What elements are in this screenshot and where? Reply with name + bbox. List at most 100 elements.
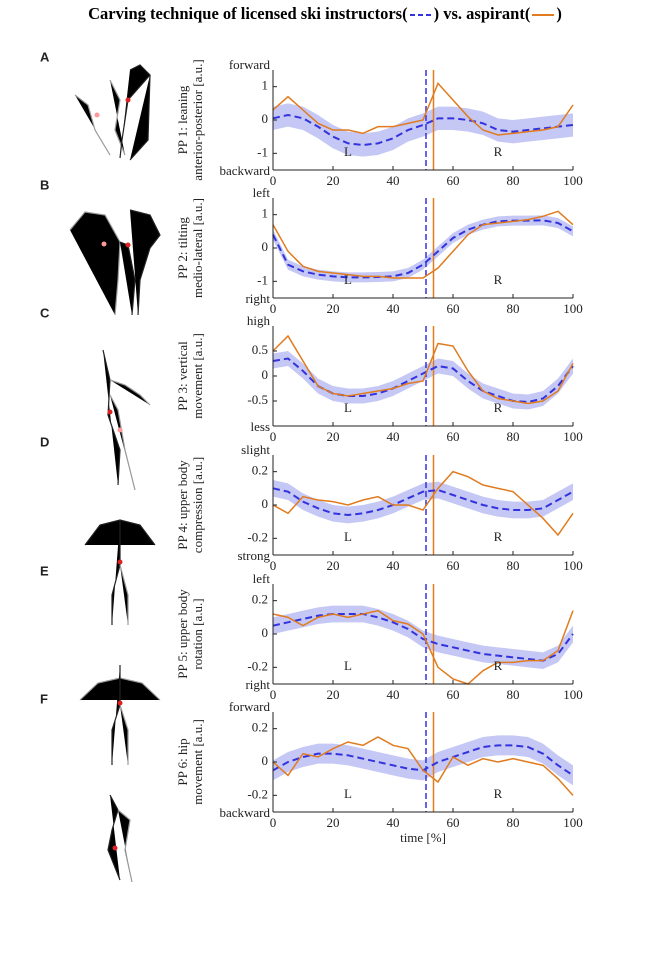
legend-swatch (409, 14, 432, 17)
y-axis-label: PP 5: upper body (175, 589, 190, 679)
phase-label: R (494, 658, 503, 673)
x-tick-label: 20 (327, 815, 340, 830)
panel-letter: B (40, 177, 49, 192)
std-band (273, 605, 573, 669)
y-top-label: forward (229, 699, 271, 714)
y-top-label: high (247, 313, 271, 328)
y-top-label: slight (241, 442, 270, 457)
x-tick-label: 20 (327, 173, 340, 188)
series-line (272, 210, 574, 279)
phase-label: R (494, 272, 503, 287)
stick-figure (69, 209, 161, 316)
y-bottom-label: less (251, 419, 271, 434)
phase-label: R (494, 400, 503, 415)
y-tick-label: 0.2 (252, 720, 268, 735)
x-tick-label: 0 (270, 301, 277, 316)
title-prefix: Carving technique of (88, 4, 237, 23)
y-tick-label: 0 (262, 111, 269, 126)
panel-letter: C (40, 305, 50, 320)
phase-label: L (344, 400, 352, 415)
stick-figures (69, 64, 161, 883)
y-bottom-label: right (245, 677, 270, 692)
panel-letter: D (40, 434, 49, 449)
x-tick-label: 60 (447, 815, 460, 830)
x-tick-label: 100 (563, 301, 583, 316)
y-tick-label: -0.5 (247, 392, 268, 407)
x-tick-label: 80 (507, 173, 520, 188)
x-tick-label: 20 (327, 687, 340, 702)
series-line (272, 81, 574, 136)
std-band (273, 480, 573, 524)
x-tick-label: 100 (563, 173, 583, 188)
series-line (272, 609, 574, 685)
paren: ( (524, 4, 531, 23)
y-top-label: left (253, 571, 271, 586)
x-tick-label: 60 (447, 173, 460, 188)
phase-label: R (494, 144, 503, 159)
x-tick-label: 60 (447, 558, 460, 573)
x-tick-label: 0 (270, 558, 277, 573)
x-tick-label: 20 (327, 558, 340, 573)
x-tick-label: 0 (270, 173, 277, 188)
y-bottom-label: backward (219, 805, 270, 820)
x-tick-label: 100 (563, 429, 583, 444)
phase-label: R (494, 786, 503, 801)
y-tick-label: -1 (257, 144, 268, 159)
y-tick-label: 0.2 (252, 463, 268, 478)
x-tick-label: 0 (270, 429, 277, 444)
stick-figure (74, 64, 151, 161)
x-tick-label: 20 (327, 301, 340, 316)
y-axis-label: PP 6: hip (175, 738, 190, 785)
y-axis-label: rotation [a.u.] (190, 598, 205, 669)
x-tick-label: 100 (563, 815, 583, 830)
stick-figure (79, 665, 161, 765)
y-axis-label: PP 3: vertical (175, 341, 190, 411)
x-tick-label: 40 (387, 687, 400, 702)
y-bottom-label: backward (219, 163, 270, 178)
std-band (273, 735, 573, 786)
y-top-label: left (253, 185, 271, 200)
y-axis-label: compression [a.u.] (190, 457, 205, 553)
series-line (272, 113, 574, 147)
stick-figure (102, 349, 151, 491)
x-tick-label: 40 (387, 429, 400, 444)
y-tick-label: 0 (262, 753, 269, 768)
y-tick-label: 0.2 (252, 592, 268, 607)
x-tick-label: 100 (563, 558, 583, 573)
y-axis-label: PP 2: tilting (175, 217, 190, 279)
y-top-label: forward (229, 57, 271, 72)
legend-name: licensed ski instructors (240, 4, 403, 23)
panel-letter: E (40, 563, 49, 578)
x-tick-label: 80 (507, 429, 520, 444)
y-bottom-label: strong (238, 548, 271, 563)
x-tick-label: 80 (507, 301, 520, 316)
x-tick-label: 60 (447, 687, 460, 702)
x-tick-label: 100 (563, 687, 583, 702)
phase-label: L (344, 529, 352, 544)
paren: ( (402, 4, 408, 23)
stick-figure (84, 519, 156, 625)
figure-title: Carving technique of licensed ski instru… (0, 4, 650, 24)
y-tick-label: -0.2 (247, 529, 268, 544)
x-axis-label: time [%] (400, 830, 446, 845)
y-tick-label: 0 (262, 496, 269, 511)
series-line (272, 334, 574, 405)
stick-figure (107, 794, 133, 883)
y-axis-label: PP 1: leaning (175, 85, 190, 154)
panel-letter: A (40, 49, 50, 64)
x-tick-label: 40 (387, 558, 400, 573)
x-tick-label: 80 (507, 558, 520, 573)
legend-name: aspirant (466, 4, 525, 23)
panel-letter: F (40, 691, 48, 706)
y-tick-label: 0 (262, 367, 269, 382)
y-tick-label: -0.2 (247, 658, 268, 673)
x-tick-label: 0 (270, 687, 277, 702)
paren: ) (556, 4, 562, 23)
x-tick-label: 60 (447, 429, 460, 444)
x-tick-label: 40 (387, 301, 400, 316)
x-tick-label: 60 (447, 301, 460, 316)
y-tick-label: 0 (262, 625, 269, 640)
phase-label: R (494, 529, 503, 544)
